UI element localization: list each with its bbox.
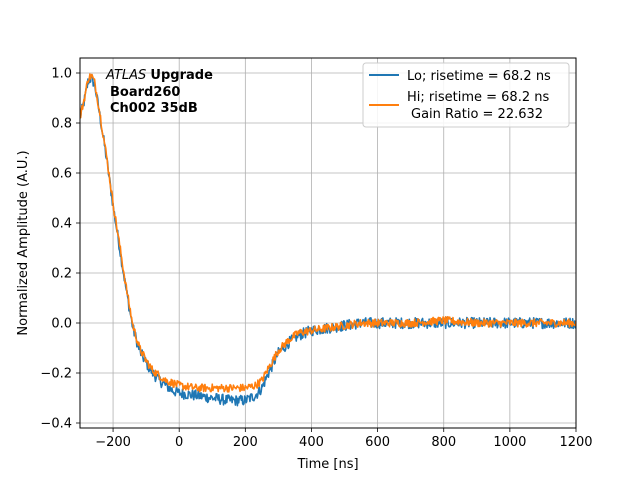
legend-box xyxy=(362,62,570,128)
series-line-hi xyxy=(80,73,576,393)
atlas-annotation: ATLAS Upgrade Board260 Ch002 35dB xyxy=(105,68,213,116)
x-axis-ticks: −200 0 200 400 600 800 1000 1200 xyxy=(95,428,593,450)
annotation-board: Board260 xyxy=(110,85,180,100)
annotation-channel: Ch002 35dB xyxy=(110,101,198,116)
y-tick-label: 0.8 xyxy=(51,117,72,132)
x-tick-label: 800 xyxy=(431,435,456,450)
x-axis-label: Time [ns] xyxy=(296,457,358,472)
x-tick-label: −200 xyxy=(95,435,131,450)
y-tick-label: 0.2 xyxy=(51,267,72,282)
y-axis-label: Normalized Amplitude (A.U.) xyxy=(16,150,31,335)
legend-label-lo: Lo; risetime = 68.2 ns xyxy=(407,69,551,84)
x-tick-label: 0 xyxy=(175,435,183,450)
x-tick-label: 200 xyxy=(233,435,258,450)
y-tick-label: 1.0 xyxy=(51,67,72,82)
legend-label-hi: Hi; risetime = 68.2 ns xyxy=(407,90,549,105)
y-tick-label: −0.2 xyxy=(40,367,72,382)
annotation-line1: ATLAS Upgrade xyxy=(105,68,213,83)
legend-label-gain-ratio: Gain Ratio = 22.632 xyxy=(411,107,543,122)
y-tick-label: 0.0 xyxy=(51,317,72,332)
annotation-upgrade: Upgrade xyxy=(150,68,213,83)
plot-frame xyxy=(79,57,577,429)
y-tick-label: 0.4 xyxy=(51,217,72,232)
series-layer xyxy=(80,73,576,407)
y-tick-label: −0.4 xyxy=(40,417,72,432)
annotation-atlas: ATLAS xyxy=(105,68,146,83)
y-axis-ticks: −0.4 −0.2 0.0 0.2 0.4 0.6 0.8 1.0 xyxy=(40,67,80,432)
x-tick-label: 400 xyxy=(299,435,324,450)
y-tick-label: 0.6 xyxy=(51,167,72,182)
legend: Lo; risetime = 68.2 ns Hi; risetime = 68… xyxy=(362,62,570,128)
x-tick-label: 1200 xyxy=(559,435,592,450)
x-tick-label: 600 xyxy=(365,435,390,450)
x-tick-label: 1000 xyxy=(493,435,526,450)
